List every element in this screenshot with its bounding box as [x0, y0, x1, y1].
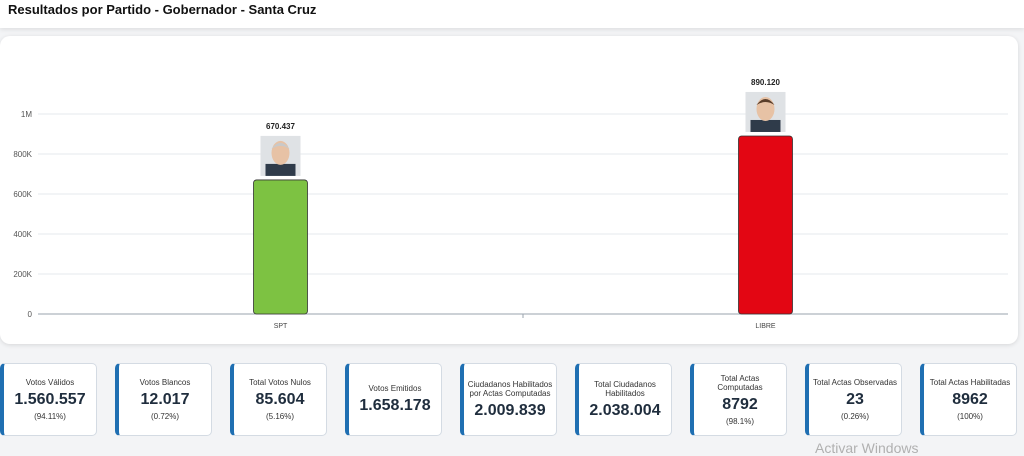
y-tick-label: 0 — [28, 310, 33, 319]
stat-label: Votos Válidos — [25, 378, 75, 388]
stat-percentage: (0.72%) — [150, 411, 179, 421]
candidate-photo-body — [750, 119, 781, 132]
stat-percentage: (98.1%) — [725, 416, 754, 426]
y-tick-label: 1M — [21, 110, 32, 119]
stat-card-votos-validos: Votos Válidos 1.560.557 (94.11%) — [0, 363, 97, 436]
candidate-photo-face — [271, 140, 290, 165]
chart-card: 0 200K 400K 600K 800K 1M 670.437 SPT 890.120 LIBR… — [0, 36, 1018, 344]
stat-label: Total Votos Nulos — [249, 378, 311, 388]
candidate-photo-body — [265, 163, 296, 176]
stat-value: 8962 — [952, 390, 988, 408]
stat-label: Total Actas Observadas — [812, 378, 898, 388]
stat-percentage: (5.16%) — [265, 411, 294, 421]
bar-spt — [253, 179, 308, 315]
stat-card-votos-nulos: Total Votos Nulos 85.604 (5.16%) — [230, 363, 327, 436]
stat-card-actas-observadas: Total Actas Observadas 23 (0.26%) — [805, 363, 902, 436]
y-tick-label: 400K — [13, 230, 32, 239]
stat-label: Total Ciudadanos Habilitados — [594, 379, 656, 399]
header-bar: Resultados por Partido - Gobernador - Sa… — [0, 0, 1024, 28]
stat-label: Total Actas Computadas — [717, 373, 763, 393]
stat-value: 1.560.557 — [14, 390, 86, 408]
stat-percentage: (94.11%) — [34, 411, 66, 421]
stat-value: 23 — [846, 390, 864, 408]
activation-watermark: Activar Windows — [815, 440, 919, 456]
stat-card-votos-blancos: Votos Blancos 12.017 (0.72%) — [115, 363, 212, 436]
stat-card-actas-computadas: Total Actas Computadas 8792 (98.1%) — [690, 363, 787, 436]
page-title: Resultados por Partido - Gobernador - Sa… — [8, 2, 317, 17]
x-tick-label: SPT — [274, 323, 288, 330]
candidate-photo-hair — [271, 142, 290, 149]
data-label: 670.437 — [266, 122, 295, 131]
stat-value: 12.017 — [140, 390, 190, 408]
stat-value: 8792 — [722, 395, 758, 413]
stat-card-actas-habilitadas: Total Actas Habilitadas 8962 (100%) — [920, 363, 1017, 436]
data-label: 890.120 — [751, 78, 780, 87]
bar-libre — [738, 135, 793, 315]
y-tick-label: 600K — [13, 190, 32, 199]
stat-label: Votos Blancos — [139, 378, 191, 388]
candidate-photo-face — [756, 96, 775, 121]
stat-label: Votos Emitidos — [368, 384, 422, 394]
stat-card-ciudadanos-actas: Ciudadanos Habilitados por Actas Computa… — [460, 363, 557, 436]
stat-percentage: (100%) — [957, 411, 983, 421]
stat-value: 85.604 — [255, 390, 305, 408]
y-tick-label: 200K — [13, 270, 32, 279]
stat-card-ciudadanos-habilitados: Total Ciudadanos Habilitados 2.038.004 — [575, 363, 672, 436]
candidate-photo-hair — [756, 98, 775, 105]
stat-card-votos-emitidos: Votos Emitidos 1.658.178 — [345, 363, 442, 436]
stat-label: Ciudadanos Habilitados por Actas Computa… — [467, 379, 553, 399]
bar-chart: 0 200K 400K 600K 800K 1M 670.437 SPT 890.120 LIBR… — [13, 78, 1008, 330]
x-tick-label: LIBRE — [755, 323, 776, 330]
stat-value: 2.038.004 — [589, 401, 661, 419]
stat-value: 1.658.178 — [359, 396, 431, 414]
stat-value: 2.009.839 — [474, 401, 546, 419]
stat-label: Total Actas Habilitadas — [929, 378, 1011, 388]
y-tick-label: 800K — [13, 150, 32, 159]
stat-percentage: (0.26%) — [840, 411, 869, 421]
